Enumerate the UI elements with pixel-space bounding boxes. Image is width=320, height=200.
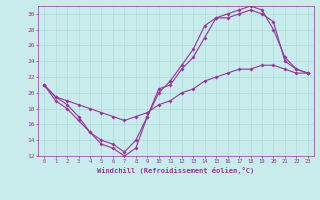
X-axis label: Windchill (Refroidissement éolien,°C): Windchill (Refroidissement éolien,°C) [97,167,255,174]
